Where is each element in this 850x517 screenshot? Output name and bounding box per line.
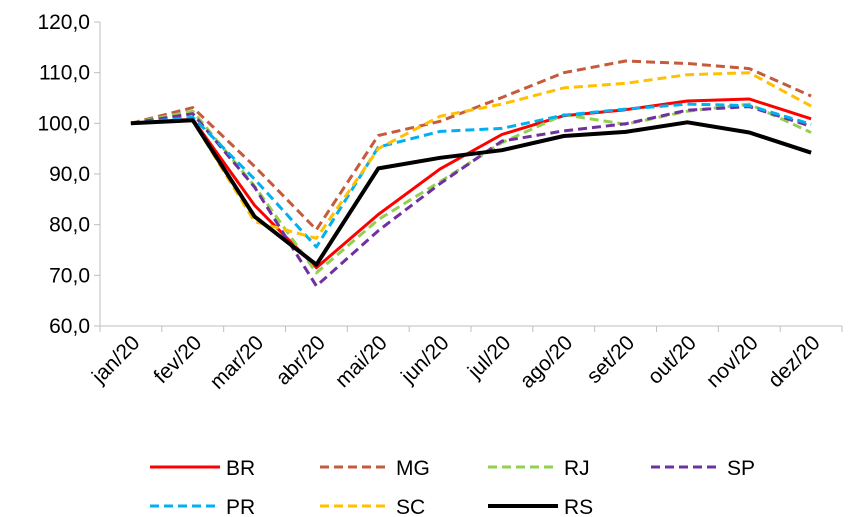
x-tick-label: jul/20 — [463, 331, 515, 383]
chart-legend: BR MG RJ SP PR SC RS — [150, 457, 755, 517]
y-tick-label: 80,0 — [49, 214, 90, 237]
y-tick-label: 120,0 — [37, 11, 90, 34]
series-line-rs — [130, 118, 812, 267]
y-tick-label: 110,0 — [39, 62, 90, 85]
y-tick-label: 60,0 — [49, 315, 90, 338]
series-line-mg — [130, 59, 812, 232]
x-tick-label: out/20 — [643, 331, 701, 389]
series-line-sc — [130, 71, 812, 240]
legend-item-br: BR — [150, 457, 255, 480]
legend-label: SC — [396, 496, 425, 517]
legend-label: BR — [226, 457, 255, 480]
legend-label: RJ — [564, 457, 590, 480]
chart-axes: 60,0 70,0 80,0 90,0 100,0 110,0 120,0 jan/20 fev… — [37, 11, 843, 394]
x-tick-label: nov/20 — [702, 331, 763, 392]
x-tick-label: jun/20 — [396, 331, 453, 388]
x-tick-label: dez/20 — [764, 331, 825, 392]
legend-label: PR — [226, 496, 255, 517]
series-line-pr — [130, 102, 812, 249]
series-layer — [130, 59, 812, 288]
x-tick-label: abr/20 — [272, 331, 330, 389]
y-tick-label: 90,0 — [49, 163, 90, 186]
series-line-br — [130, 97, 812, 270]
legend-item-sp: SP — [651, 457, 755, 480]
legend-label: MG — [396, 457, 430, 480]
x-tick-label: jan/20 — [87, 331, 144, 388]
y-tick-label: 100,0 — [37, 112, 90, 135]
legend-item-sc: SC — [320, 496, 425, 517]
series-line-sp — [130, 105, 812, 288]
x-tick-label: ago/20 — [516, 331, 578, 393]
x-tick-label: mar/20 — [206, 331, 268, 393]
y-tick-label: 70,0 — [49, 264, 90, 287]
legend-item-pr: PR — [150, 496, 255, 517]
x-tick-label: fev/20 — [150, 331, 207, 388]
x-tick-label: set/20 — [582, 331, 639, 388]
legend-item-mg: MG — [320, 457, 430, 480]
legend-item-rj: RJ — [488, 457, 590, 480]
x-tick-label: mai/20 — [331, 331, 392, 392]
legend-item-rs: RS — [488, 496, 593, 517]
legend-label: RS — [564, 496, 593, 517]
legend-label: SP — [727, 457, 755, 480]
